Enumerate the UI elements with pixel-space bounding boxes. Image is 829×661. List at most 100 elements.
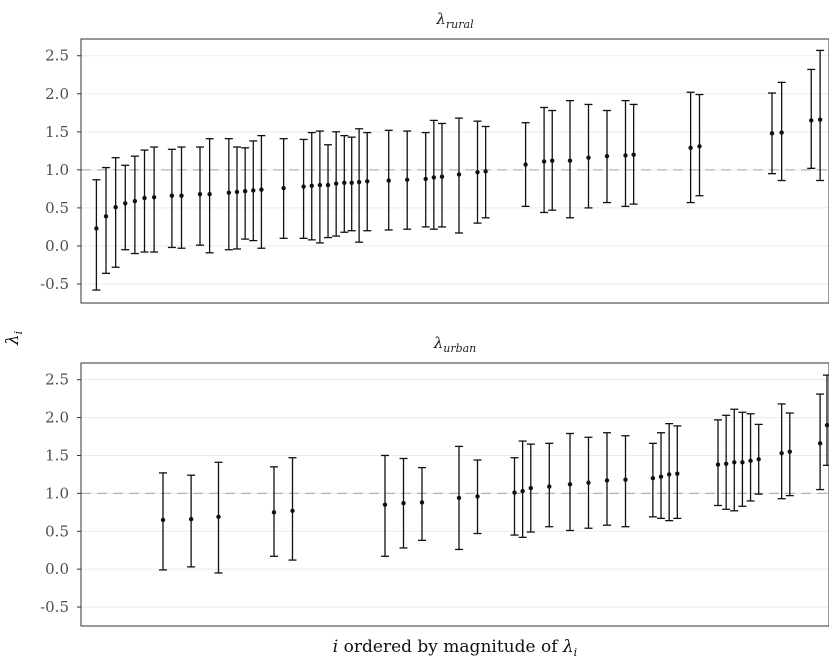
data-point [523,162,528,167]
data-point [567,158,573,163]
data-point [431,175,437,180]
x-label-subscript: i [574,646,578,659]
error-bar [657,432,666,520]
error-bar [270,466,278,557]
y-tick-label: -0.5 [40,598,69,616]
error-bar [363,131,372,232]
data-point [142,195,147,201]
data-point [809,118,814,123]
data-point [386,178,391,183]
x-label-index: i [333,637,338,657]
panel-rural: λrural -0.5 0.0 0.5 1.0 1.5 2.0 2.5 [40,10,829,304]
data-point [740,460,745,465]
error-bar [730,408,739,512]
data-point [623,153,628,158]
data-point [179,193,184,198]
y-tick-label: 1.0 [45,161,69,179]
data-point [769,131,775,136]
panel-title: λurban [433,334,477,355]
data-point [779,450,784,456]
data-point [483,169,488,174]
data-point [349,180,354,185]
data-point [317,182,323,188]
data-point [817,441,823,446]
error-bar [340,134,349,233]
error-bar [177,146,186,249]
error-bar [121,164,130,251]
panel-border [80,38,829,304]
error-bar [421,131,430,228]
error-bar [738,411,747,507]
data-point [94,226,99,231]
error-bar [629,103,638,205]
data-point [604,153,610,159]
x-label-text: ordered by magnitude of [338,637,563,657]
error-bar [315,130,324,244]
error-bar [665,422,674,522]
data-point [251,188,256,193]
error-bar [785,412,794,497]
error-bar [545,442,554,528]
y-axis-label-subscript: i [12,331,25,335]
error-bar [347,136,356,232]
error-bar [621,435,630,528]
data-point [528,485,533,491]
error-bar [205,138,214,254]
error-bar [257,134,266,249]
data-point [132,198,138,204]
data-point [623,477,628,482]
data-point [547,484,552,489]
error-bar [695,93,704,197]
error-bar [130,155,139,255]
data-point [188,516,194,522]
error-bar [686,91,695,204]
data-point [824,422,829,428]
panel-border [80,362,829,627]
error-bar [603,109,611,204]
y-tick-label: 0.0 [45,560,69,578]
panel-title-subscript: rural [446,18,474,31]
data-point [160,517,166,523]
error-bar [224,138,233,251]
error-bar [455,445,463,551]
error-bar [673,425,682,520]
error-bar [214,461,223,574]
y-tick-label: 0.5 [45,522,69,540]
error-bar [566,432,574,532]
data-point [301,184,306,189]
error-bar [777,81,786,182]
data-point [309,183,314,189]
error-bar [722,414,731,510]
data-point [567,482,573,487]
error-bar [584,103,593,209]
error-bar [823,374,829,466]
data-point [475,494,480,499]
error-bar [777,403,786,500]
data-point [405,177,410,182]
error-bar [288,457,297,561]
error-bar [102,166,111,274]
data-point [356,179,362,185]
data-point [675,471,680,476]
x-axis-label: i ordered by magnitude of λi [333,637,577,659]
error-bar [473,120,482,224]
data-point [216,514,221,520]
error-bar [403,130,412,230]
y-tick-label: 0.5 [45,199,69,217]
error-bar [746,413,755,502]
error-bar [548,109,557,211]
error-bar [816,49,825,182]
error-bar [241,147,250,240]
data-point [207,192,212,197]
error-bar [92,179,101,291]
error-bar [233,146,241,250]
data-point [732,460,737,465]
y-axis-label-symbol: λ [3,334,23,346]
error-bar [299,138,308,239]
error-bar [584,436,593,529]
data-point [197,192,203,197]
data-point [586,480,591,485]
error-bar [159,472,167,571]
data-point [650,476,656,481]
